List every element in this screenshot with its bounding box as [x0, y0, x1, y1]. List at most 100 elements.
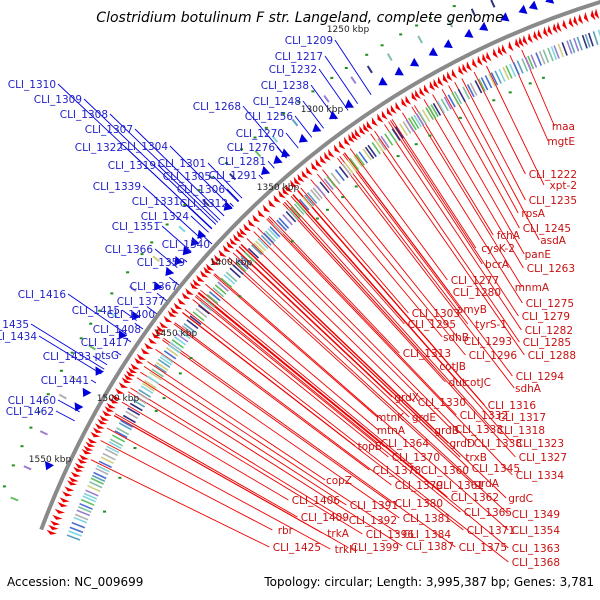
- forward-gene-label: CLI_1359: [137, 257, 185, 269]
- reverse-gene-arrow: [128, 367, 138, 374]
- feature-stripe: [269, 226, 281, 238]
- reverse-label-connector: [121, 401, 289, 501]
- feature-stripe: [98, 460, 112, 469]
- reverse-label-connector: [374, 130, 520, 343]
- reverse-gene-arrow: [229, 237, 238, 246]
- reverse-label-connector: [195, 294, 378, 444]
- feature-stripe: [155, 361, 169, 371]
- forward-gene-arrow: [344, 99, 354, 108]
- feature-stripe: [542, 49, 550, 63]
- feature-stripe: [69, 526, 84, 534]
- reverse-gene-arrow: [170, 307, 179, 314]
- reverse-label-connector: [200, 289, 418, 471]
- reverse-gene-label: CLI_1345: [472, 463, 520, 475]
- forward-gene-label: CLI_1331: [132, 196, 180, 208]
- reverse-gene-arrow: [590, 9, 596, 21]
- feature-stripe: [93, 471, 107, 480]
- reverse-gene-label: CLI_1425: [273, 542, 321, 554]
- forward-label-connector: [38, 335, 102, 375]
- reverse-gene-arrow: [151, 332, 161, 339]
- forward-gene-arrow: [261, 166, 271, 175]
- forward-gene-arrow: [153, 281, 163, 291]
- feature-stripe: [203, 297, 216, 309]
- feature-stripe: [566, 40, 573, 55]
- feature-stripe: [264, 230, 276, 242]
- gc-mark: [396, 155, 400, 158]
- reverse-label-connector: [114, 413, 298, 518]
- reverse-label-connector: [184, 309, 509, 563]
- forward-label-connector: [90, 379, 97, 384]
- forward-gene-arrow: [428, 47, 438, 56]
- feature-stripe: [310, 189, 321, 202]
- reverse-gene-arrow: [67, 480, 77, 486]
- reverse-gene-label: asdA: [540, 235, 567, 247]
- reverse-gene-arrow: [236, 230, 245, 239]
- feature-stripe: [425, 107, 434, 121]
- feature-stripe: [178, 329, 191, 340]
- feature-stripe: [220, 277, 233, 289]
- reverse-gene-label: tyrS-1: [475, 319, 507, 331]
- forward-label-connector: [212, 175, 239, 203]
- forward-gene-arrow: [74, 402, 84, 412]
- forward-gene-label: CLI_1301: [158, 158, 206, 170]
- feature-stripe: [206, 293, 219, 305]
- forward-label-connector: [142, 185, 203, 240]
- forward-gene-label: CLI_1324: [141, 211, 190, 223]
- reverse-gene-arrow: [472, 58, 478, 69]
- reverse-label-connector: [173, 323, 370, 471]
- gc-mark: [110, 292, 114, 295]
- feature-stripe: [39, 430, 48, 436]
- reverse-gene-arrow: [95, 423, 105, 429]
- forward-label-connector: [226, 188, 240, 202]
- reverse-gene-label: CLI_1313: [403, 348, 451, 360]
- reverse-gene-label: CLI_1333: [455, 424, 503, 436]
- reverse-label-connector: [266, 218, 513, 476]
- forward-gene-label: CLI_1268: [193, 101, 241, 113]
- kbp-label: 1500 kbp: [97, 394, 140, 404]
- forward-label-connector: [285, 132, 299, 149]
- reverse-gene-arrow: [85, 441, 96, 447]
- forward-gene-label: CLI_1433: [43, 351, 91, 363]
- feature-stripe: [512, 61, 520, 76]
- reverse-gene-arrow: [508, 41, 514, 52]
- feature-stripe: [469, 82, 478, 96]
- reverse-gene-arrow: [395, 101, 402, 111]
- reverse-gene-arrow: [333, 144, 341, 154]
- feature-stripe: [195, 307, 208, 318]
- reverse-gene-arrow: [64, 486, 75, 492]
- feature-stripe: [69, 375, 78, 381]
- feature-stripe: [453, 91, 463, 105]
- forward-gene-label: CLI_1408: [93, 324, 141, 336]
- reverse-gene-arrow: [466, 61, 472, 71]
- gc-mark: [197, 189, 201, 192]
- forward-gene-label: CLI_1232: [269, 64, 317, 76]
- reverse-gene-arrow: [518, 36, 524, 47]
- feature-stripe: [95, 467, 109, 476]
- feature-stripe: [462, 86, 471, 100]
- feature-stripe: [484, 75, 493, 89]
- feature-stripe: [538, 50, 546, 65]
- feature-stripe: [146, 375, 160, 385]
- gc-mark: [492, 99, 496, 102]
- reverse-gene-arrow: [115, 388, 125, 394]
- reverse-gene-arrow: [344, 136, 351, 146]
- reverse-gene-arrow: [411, 91, 418, 102]
- forward-gene-arrow: [545, 0, 555, 4]
- feature-stripe: [440, 98, 449, 112]
- forward-label-connector: [83, 98, 217, 225]
- reverse-gene-arrow: [203, 266, 212, 274]
- reverse-gene-arrow: [118, 382, 129, 388]
- feature-stripe: [189, 315, 202, 326]
- feature-stripe: [225, 271, 238, 283]
- feature-stripe: [380, 135, 390, 149]
- reverse-gene-arrow: [173, 302, 183, 310]
- reverse-gene-label: CLI_1288: [528, 350, 576, 362]
- feature-stripe: [114, 430, 128, 439]
- reverse-gene-arrow: [205, 263, 215, 271]
- feature-stripe: [138, 389, 152, 398]
- reverse-gene-label: CLI_1361: [436, 480, 484, 492]
- feature-stripe: [384, 133, 394, 146]
- reverse-gene-arrow: [290, 179, 298, 189]
- feature-stripe: [80, 498, 95, 506]
